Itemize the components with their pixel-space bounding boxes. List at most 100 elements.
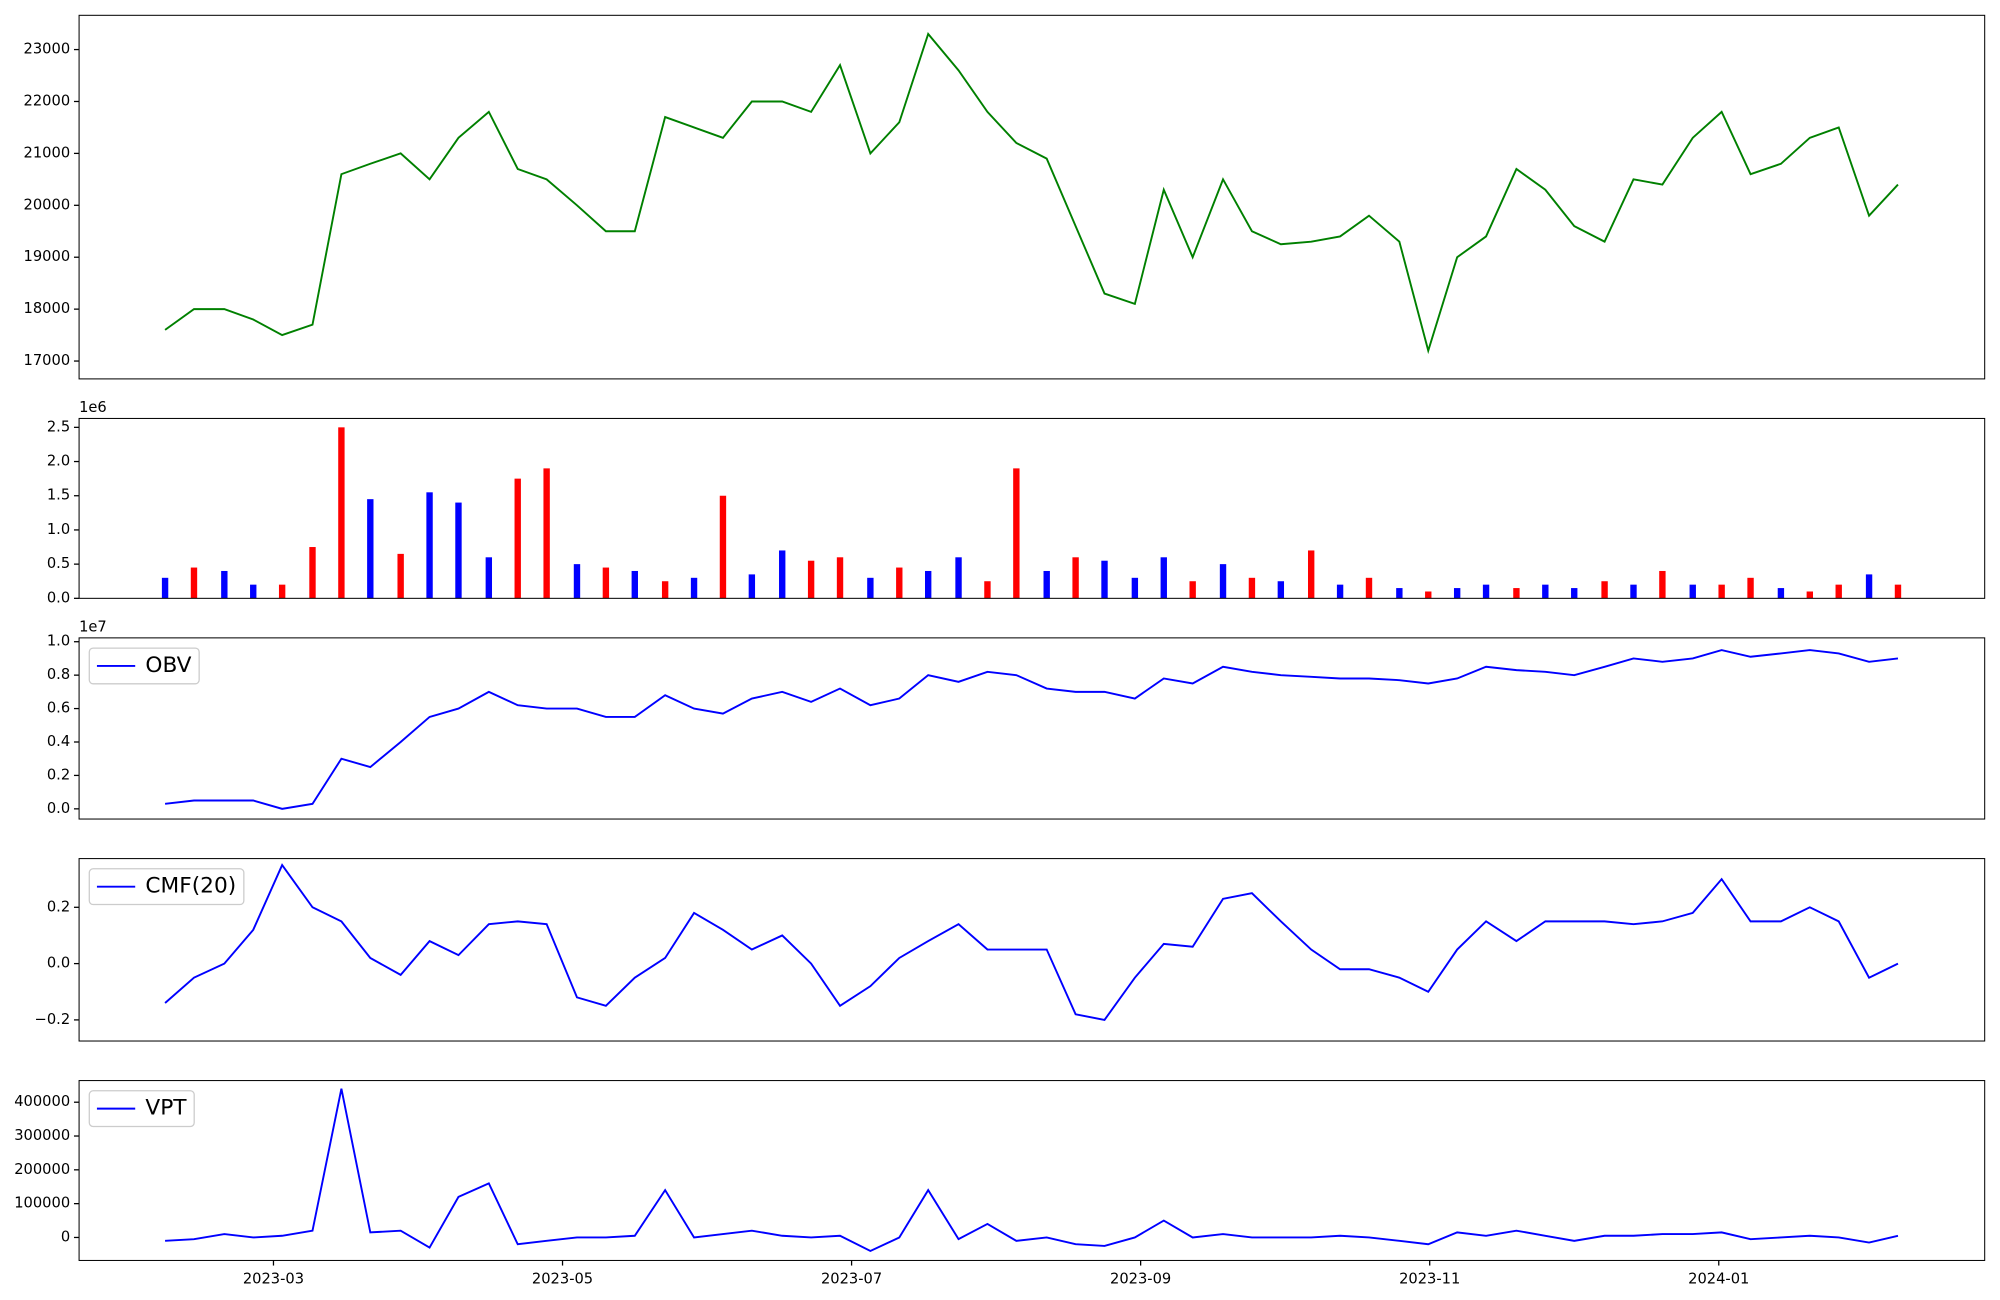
bar <box>690 577 698 599</box>
legend-label: CMF(20) <box>145 874 236 899</box>
bar <box>896 567 903 599</box>
y-tick-label: 400000 <box>14 1093 70 1110</box>
bar <box>1865 574 1873 599</box>
bar <box>1336 584 1344 599</box>
line <box>165 1088 1899 1253</box>
legend-label: OBV <box>145 653 191 678</box>
bar <box>309 547 316 599</box>
axes-frame <box>78 14 1986 380</box>
bar <box>1777 588 1785 599</box>
bar <box>1571 588 1578 599</box>
bar <box>1219 564 1227 599</box>
bar <box>514 478 521 599</box>
bar <box>161 577 169 599</box>
y-tick-label: 200000 <box>14 1161 70 1178</box>
bar <box>631 570 638 599</box>
x-tick-label: 2023-05 <box>532 1271 593 1288</box>
y-tick-label: 1.0 <box>47 521 70 538</box>
bar <box>836 557 844 599</box>
bar <box>1542 584 1549 599</box>
bar <box>924 570 932 599</box>
line <box>164 32 1899 355</box>
bar <box>338 427 345 599</box>
bar <box>719 495 727 599</box>
bar <box>1131 577 1139 599</box>
y-tick-label: 18000 <box>24 300 71 317</box>
bar <box>1072 557 1079 599</box>
bar <box>397 553 404 599</box>
y-tick-label: 0.2 <box>47 898 70 915</box>
bar <box>1189 581 1196 599</box>
bar <box>867 577 874 599</box>
bar <box>221 570 228 599</box>
bar <box>1365 577 1373 599</box>
axes-frame <box>78 858 1986 1042</box>
bar <box>1043 570 1050 599</box>
bar <box>807 560 815 599</box>
y-tick-label: 1.5 <box>47 487 70 504</box>
y-tick-label: 22000 <box>24 92 71 109</box>
y-tick-label: −0.2 <box>35 1011 71 1028</box>
bar <box>426 492 433 599</box>
bar <box>1747 577 1754 599</box>
y-tick-label: 0.0 <box>47 589 70 606</box>
y-tick-label: 23000 <box>24 41 71 58</box>
y-tick-label: 0.4 <box>47 733 70 750</box>
y-tick-label: 21000 <box>24 144 71 161</box>
bar <box>661 581 669 599</box>
bar <box>1630 584 1637 599</box>
y-tick-label: 17000 <box>24 352 71 369</box>
bar <box>1689 584 1696 599</box>
offset-label: 1e7 <box>79 619 107 636</box>
y-tick-label: 0.6 <box>47 700 70 717</box>
y-tick-label: 0.0 <box>47 955 70 972</box>
bar <box>573 564 581 599</box>
bar <box>250 584 257 599</box>
bar <box>1425 591 1432 599</box>
x-tick-label: 2024-01 <box>1688 1271 1749 1288</box>
y-tick-label: 20000 <box>24 196 71 213</box>
y-tick-label: 0 <box>61 1228 70 1245</box>
legend: OBV <box>88 647 200 685</box>
bar <box>1308 550 1315 599</box>
bar <box>1835 584 1842 599</box>
y-tick-label: 0.8 <box>47 666 70 683</box>
y-tick-label: 2.5 <box>47 418 70 435</box>
bar <box>1659 570 1666 599</box>
bar <box>1513 588 1520 599</box>
line <box>164 863 1899 1021</box>
bar <box>1601 581 1608 599</box>
bar <box>1101 560 1108 599</box>
x-tick-label: 2023-11 <box>1399 1271 1460 1288</box>
x-tick-label: 2023-09 <box>1110 1271 1171 1288</box>
bar <box>1160 557 1167 599</box>
line <box>164 649 1899 810</box>
y-tick-label: 19000 <box>24 248 71 265</box>
x-tick-label: 2023-07 <box>821 1271 882 1288</box>
legend: VPT <box>88 1090 195 1128</box>
bar <box>1718 584 1725 599</box>
x-tick-label: 2023-03 <box>243 1271 304 1288</box>
bar <box>984 581 991 599</box>
bar <box>278 584 286 599</box>
bar <box>1248 577 1256 599</box>
y-tick-label: 0.2 <box>47 766 70 783</box>
bar <box>1806 591 1814 599</box>
bar <box>748 574 756 599</box>
y-tick-label: 1.0 <box>47 633 70 650</box>
legend-box <box>88 647 200 685</box>
bar <box>1013 468 1020 599</box>
bar <box>602 567 610 599</box>
bar <box>1396 588 1403 599</box>
bar <box>779 550 786 599</box>
axes-frame <box>78 417 1986 599</box>
y-tick-label: 100000 <box>14 1195 70 1212</box>
bar <box>955 557 962 599</box>
bar <box>1277 581 1285 599</box>
legend: CMF(20) <box>88 868 245 906</box>
bar <box>485 557 493 599</box>
legend-box <box>88 1090 195 1128</box>
bar <box>190 567 198 599</box>
